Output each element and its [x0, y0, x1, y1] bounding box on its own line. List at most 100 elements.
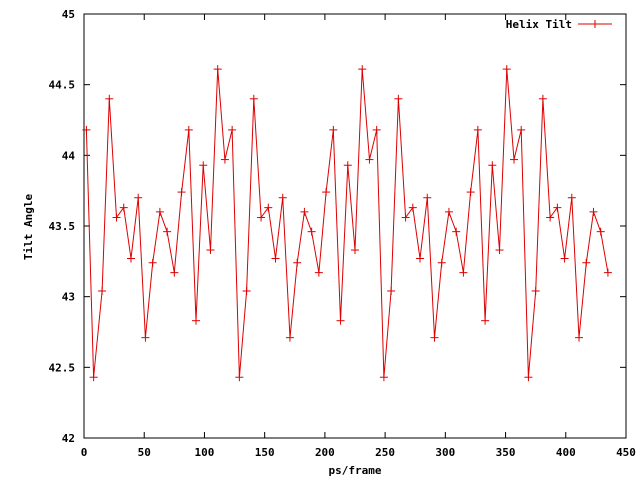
- data-point: [163, 227, 172, 236]
- data-point: [264, 203, 273, 212]
- data-point: [322, 188, 331, 197]
- data-point: [155, 207, 164, 216]
- data-point: [98, 287, 107, 296]
- data-point: [567, 193, 576, 202]
- data-point: [119, 203, 128, 212]
- data-point: [589, 207, 598, 216]
- data-point: [372, 125, 381, 134]
- data-point: [560, 254, 569, 263]
- data-point: [473, 125, 482, 134]
- data-point: [517, 125, 526, 134]
- data-point: [206, 246, 215, 255]
- data-point: [538, 94, 547, 103]
- x-tick-label: 400: [556, 446, 576, 459]
- tick-marks: [83, 13, 627, 439]
- data-point: [401, 213, 410, 222]
- data-point: [531, 287, 540, 296]
- data-point: [553, 203, 562, 212]
- data-point: [148, 258, 157, 267]
- data-point: [596, 227, 605, 236]
- data-point: [343, 161, 352, 170]
- x-tick-label: 300: [435, 446, 455, 459]
- series-layer: [82, 65, 612, 382]
- data-point: [437, 258, 446, 267]
- data-point: [213, 65, 222, 74]
- data-point: [134, 193, 143, 202]
- data-point: [242, 287, 251, 296]
- x-tick-label: 350: [496, 446, 516, 459]
- y-tick-label: 45: [62, 8, 75, 21]
- data-point: [199, 161, 208, 170]
- x-tick-label: 250: [375, 446, 395, 459]
- y-tick-label: 43: [62, 291, 75, 304]
- data-point: [271, 254, 280, 263]
- data-point: [228, 125, 237, 134]
- data-point: [387, 287, 396, 296]
- data-point: [459, 268, 468, 277]
- data-point: [546, 213, 555, 222]
- data-point: [582, 258, 591, 267]
- data-point: [126, 254, 135, 263]
- y-tick-label: 43.5: [49, 220, 76, 233]
- data-point: [314, 268, 323, 277]
- y-tick-label: 42.5: [49, 361, 76, 374]
- data-point: [336, 316, 345, 325]
- data-point: [184, 125, 193, 134]
- data-point: [177, 188, 186, 197]
- data-point: [423, 193, 432, 202]
- data-point: [452, 227, 461, 236]
- data-point: [285, 333, 294, 342]
- data-point: [444, 207, 453, 216]
- data-point: [408, 203, 417, 212]
- y-tick-label: 44: [62, 149, 76, 162]
- y-tick-label: 42: [62, 432, 75, 445]
- data-point: [495, 246, 504, 255]
- series-line: [85, 69, 609, 378]
- legend-label: Helix Tilt: [506, 18, 572, 31]
- x-tick-label: 0: [81, 446, 88, 459]
- x-axis-label: ps/frame: [329, 464, 382, 477]
- data-point: [249, 94, 258, 103]
- data-point: [358, 65, 367, 74]
- data-point: [575, 333, 584, 342]
- y-axis-label: Tilt Angle: [22, 194, 35, 261]
- data-point: [394, 94, 403, 103]
- data-point: [430, 333, 439, 342]
- data-point: [112, 213, 121, 222]
- data-point: [278, 193, 287, 202]
- data-point: [351, 246, 359, 255]
- data-point: [257, 213, 266, 222]
- data-point: [365, 155, 374, 164]
- data-point: [509, 155, 518, 164]
- x-tick-label: 150: [255, 446, 275, 459]
- x-tick-label: 50: [138, 446, 151, 459]
- data-point: [141, 333, 150, 342]
- data-point: [89, 373, 98, 382]
- data-point: [416, 254, 425, 263]
- data-point: [293, 258, 302, 267]
- x-tick-label: 200: [315, 446, 335, 459]
- legend-marker: [591, 20, 599, 28]
- data-point: [307, 227, 316, 236]
- data-point: [235, 373, 244, 382]
- data-point: [300, 207, 309, 216]
- data-point: [379, 373, 388, 382]
- data-point: [466, 188, 475, 197]
- legend: Helix Tilt: [506, 18, 612, 31]
- y-tick-label: 44.5: [49, 79, 76, 92]
- x-tick-label: 450: [616, 446, 636, 459]
- data-point: [524, 373, 533, 382]
- data-point: [82, 125, 91, 134]
- data-point: [220, 155, 229, 164]
- data-point: [170, 268, 179, 277]
- data-point: [192, 316, 201, 325]
- data-point: [481, 316, 490, 325]
- x-tick-label: 100: [195, 446, 215, 459]
- data-point: [603, 268, 612, 277]
- data-point: [329, 125, 338, 134]
- data-point: [105, 94, 114, 103]
- tick-labels: 0 50 100 150 200 250 300 350 400 450 42 42.5 43 43.5 4…: [49, 8, 636, 459]
- data-point: [502, 65, 511, 74]
- data-point: [488, 161, 497, 170]
